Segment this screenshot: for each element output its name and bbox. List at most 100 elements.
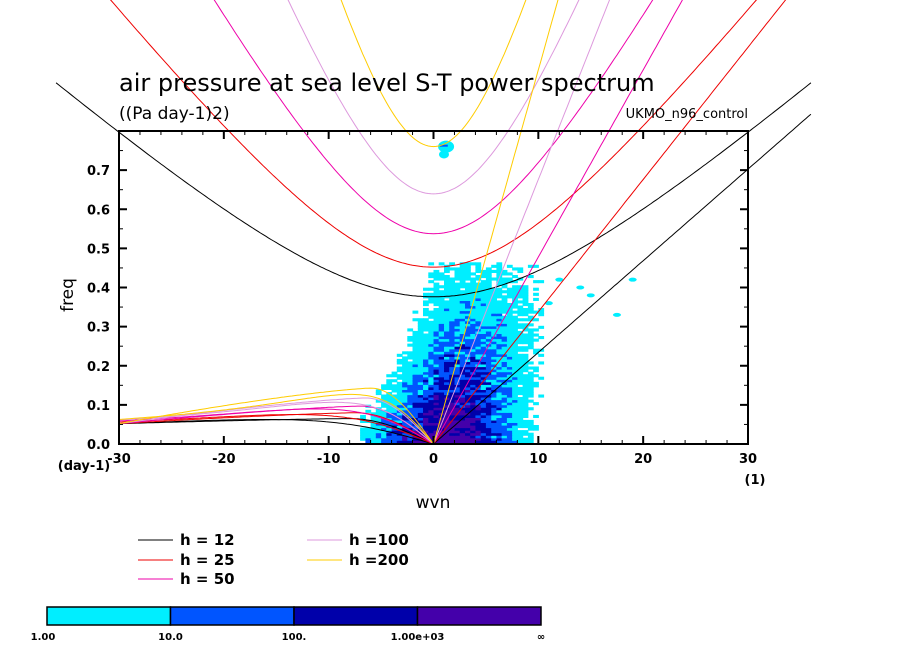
contour-cell	[501, 430, 508, 434]
contour-cell	[517, 364, 524, 368]
contour-cell	[381, 397, 387, 401]
contour-cell	[475, 325, 482, 329]
contour-cell	[412, 346, 419, 350]
contour-cell	[417, 356, 424, 360]
contour-cell	[506, 310, 513, 314]
contour-cell	[465, 297, 471, 301]
contour-cell	[527, 392, 534, 396]
contour-cell	[485, 351, 492, 355]
contour-cell	[506, 412, 513, 416]
contour-cell	[496, 361, 503, 365]
colorbar-label: 1.00e+03	[391, 632, 445, 643]
contour-cell	[506, 277, 513, 281]
contour-cell	[449, 417, 455, 421]
contour-cell	[438, 404, 445, 408]
contour-cell	[465, 275, 471, 279]
contour-cell	[391, 409, 398, 413]
contour-cell	[423, 394, 429, 398]
contour-cell	[386, 422, 393, 426]
contour-cell	[402, 379, 408, 383]
contour-cell	[491, 417, 497, 421]
contour-cell	[438, 440, 445, 444]
contour-cell	[517, 346, 524, 350]
contour-cell	[433, 407, 440, 411]
contour-cell	[449, 366, 455, 370]
contour-cell	[402, 376, 408, 380]
contour-cell	[527, 303, 534, 307]
contour-cell	[465, 379, 471, 383]
contour-cell	[470, 313, 476, 317]
contour-cell	[402, 430, 408, 434]
contour-cell	[423, 379, 429, 383]
contour-cell	[428, 325, 435, 329]
contour-cell	[475, 346, 482, 350]
contour-cell	[407, 343, 414, 347]
contour-cell	[417, 407, 424, 411]
contour-cell	[465, 409, 471, 413]
contour-cell	[501, 308, 508, 312]
contour-cell	[491, 361, 497, 365]
contour-cell	[480, 328, 487, 332]
contour-cell	[454, 432, 461, 436]
contour-cell	[475, 379, 482, 383]
contour-cell	[365, 409, 372, 413]
contour-cell	[444, 292, 450, 296]
contour-cell	[417, 389, 424, 393]
contour-cell	[386, 399, 393, 403]
contour-cell	[396, 389, 403, 393]
contour-cell	[506, 435, 513, 439]
contour-cell	[407, 361, 414, 365]
contour-cell	[527, 323, 534, 327]
contour-cell	[506, 417, 513, 421]
contour-cell	[444, 348, 450, 352]
contour-cell	[454, 389, 461, 393]
contour-cell	[433, 336, 440, 340]
contour-cell	[396, 402, 403, 406]
contour-cell	[396, 384, 403, 388]
contour-cell	[407, 376, 414, 380]
contour-cell	[485, 295, 492, 299]
contour-cell	[480, 427, 487, 431]
contour-cell	[470, 272, 476, 276]
contour-cell	[517, 435, 524, 439]
contour-cell	[527, 330, 534, 334]
contour-cell	[423, 414, 429, 418]
contour-cell	[407, 366, 414, 370]
contour-cell	[512, 392, 518, 396]
contour-cell	[444, 336, 450, 340]
contour-cell	[512, 394, 518, 398]
contour-cell	[480, 318, 487, 322]
contour-cell	[370, 435, 377, 439]
contour-cell	[433, 430, 440, 434]
contour-cell	[527, 422, 534, 426]
contour-cell	[381, 440, 387, 444]
contour-cell	[428, 412, 435, 416]
contour-cell	[517, 392, 524, 396]
contour-cell	[517, 330, 524, 334]
contour-cell	[438, 376, 445, 380]
contour-cell	[465, 386, 471, 390]
contour-cell	[465, 376, 471, 380]
contour-cell	[480, 419, 487, 423]
contour-cell	[396, 437, 403, 441]
contour-cell	[538, 313, 545, 317]
contour-cell	[470, 399, 476, 403]
contour-cell	[423, 292, 429, 296]
contour-cell	[449, 325, 455, 329]
contour-cell	[506, 404, 513, 408]
contour-cell	[491, 336, 497, 340]
contour-cell	[433, 425, 440, 429]
contour-cell	[407, 379, 414, 383]
contour-cell	[444, 402, 450, 406]
contour-cell	[438, 409, 445, 413]
contour-cell	[517, 430, 524, 434]
contour-cell	[480, 384, 487, 388]
contour-cell	[433, 269, 440, 273]
contour-cell	[417, 318, 424, 322]
contour-cell	[533, 369, 539, 373]
contour-cell	[428, 336, 435, 340]
contour-cell	[433, 315, 440, 319]
contour-cell	[402, 374, 408, 378]
contour-cell	[412, 389, 419, 393]
contour-cell	[491, 341, 497, 345]
